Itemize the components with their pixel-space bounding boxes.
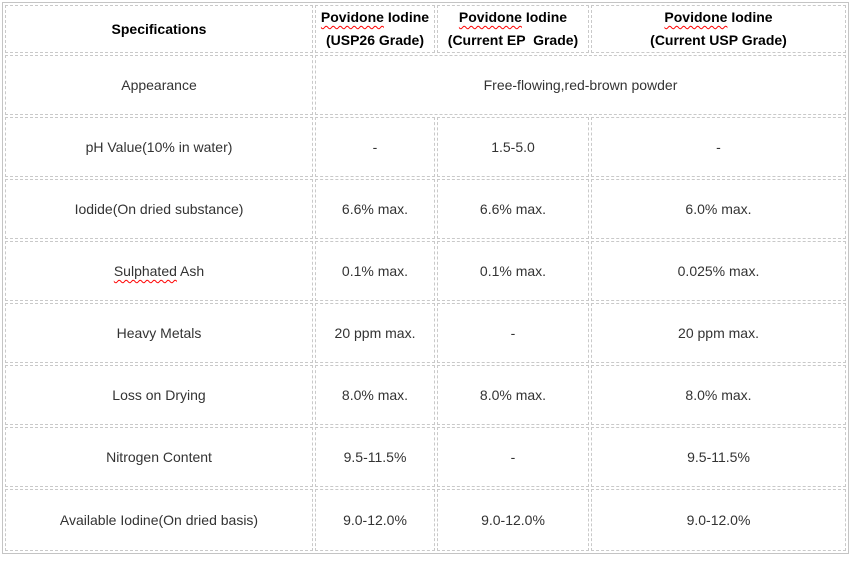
spec-cell: Sulphated Ash	[5, 241, 313, 301]
value-cell: -	[437, 303, 589, 363]
table-row-sulphated-ash: Sulphated Ash 0.1% max. 0.1% max. 0.025%…	[5, 241, 846, 301]
value-cell: 0.1% max.	[437, 241, 589, 301]
grade-label: (USP26 Grade)	[325, 32, 425, 48]
value-cell: 8.0% max.	[591, 365, 846, 425]
table-row-nitrogen-content: Nitrogen Content 9.5-11.5% - 9.5-11.5%	[5, 427, 846, 487]
spec-cell: pH Value(10% in water)	[5, 117, 313, 177]
spec-cell: Loss on Drying	[5, 365, 313, 425]
spec-cell: Available Iodine(On dried basis)	[5, 489, 313, 551]
value-cell: 9.5-11.5%	[591, 427, 846, 487]
table-row-iodide: Iodide(On dried substance) 6.6% max. 6.6…	[5, 179, 846, 239]
value-cell: 1.5-5.0	[437, 117, 589, 177]
value-cell: 6.0% max.	[591, 179, 846, 239]
misspelled-word: Sulphated	[113, 263, 177, 279]
value-cell: -	[437, 427, 589, 487]
spec-label-rest: Ash	[176, 263, 205, 279]
product-name-rest: Iodine	[521, 9, 568, 25]
value-cell: 0.025% max.	[591, 241, 846, 301]
misspelled-word: Povidone	[664, 9, 728, 25]
value-cell: 6.6% max.	[315, 179, 435, 239]
spec-cell: Nitrogen Content	[5, 427, 313, 487]
value-cell: 6.6% max.	[437, 179, 589, 239]
product-name: Povidone Iodine	[442, 6, 584, 29]
product-name: Povidone Iodine	[320, 6, 430, 29]
value-cell: 8.0% max.	[315, 365, 435, 425]
spec-cell: Appearance	[5, 55, 313, 115]
value-cell-merged: Free-flowing,red-brown powder	[315, 55, 846, 115]
grade-label: (Current EP Grade)	[447, 32, 579, 48]
misspelled-word: Povidone	[458, 9, 522, 25]
grade-label: (Current USP Grade)	[650, 32, 787, 48]
header-cell-usp26-grade: Povidone Iodine (USP26 Grade)	[315, 5, 435, 53]
table-row-appearance: Appearance Free-flowing,red-brown powder	[5, 55, 846, 115]
value-cell: 9.0-12.0%	[437, 489, 589, 551]
value-cell: 9.5-11.5%	[315, 427, 435, 487]
product-name-rest: Iodine	[727, 9, 773, 25]
value-cell: 20 ppm max.	[315, 303, 435, 363]
value-cell: 8.0% max.	[437, 365, 589, 425]
spec-cell: Heavy Metals	[5, 303, 313, 363]
misspelled-word: Povidone	[320, 9, 384, 25]
table-row-loss-on-drying: Loss on Drying 8.0% max. 8.0% max. 8.0% …	[5, 365, 846, 425]
table-row-heavy-metals: Heavy Metals 20 ppm max. - 20 ppm max.	[5, 303, 846, 363]
product-name-rest: Iodine	[383, 9, 430, 25]
value-cell: 9.0-12.0%	[315, 489, 435, 551]
product-name: Povidone Iodine	[596, 6, 841, 29]
header-row: Specifications Povidone Iodine (USP26 Gr…	[5, 5, 846, 53]
specifications-table: Specifications Povidone Iodine (USP26 Gr…	[2, 2, 849, 554]
value-cell: 20 ppm max.	[591, 303, 846, 363]
table-row-ph-value: pH Value(10% in water) - 1.5-5.0 -	[5, 117, 846, 177]
value-cell: -	[315, 117, 435, 177]
table-row-available-iodine: Available Iodine(On dried basis) 9.0-12.…	[5, 489, 846, 551]
header-cell-current-ep-grade: Povidone Iodine (Current EP Grade)	[437, 5, 589, 53]
header-cell-specifications: Specifications	[5, 5, 313, 53]
header-cell-current-usp-grade: Povidone Iodine (Current USP Grade)	[591, 5, 846, 53]
value-cell: 9.0-12.0%	[591, 489, 846, 551]
spec-cell: Iodide(On dried substance)	[5, 179, 313, 239]
value-cell: 0.1% max.	[315, 241, 435, 301]
value-cell: -	[591, 117, 846, 177]
